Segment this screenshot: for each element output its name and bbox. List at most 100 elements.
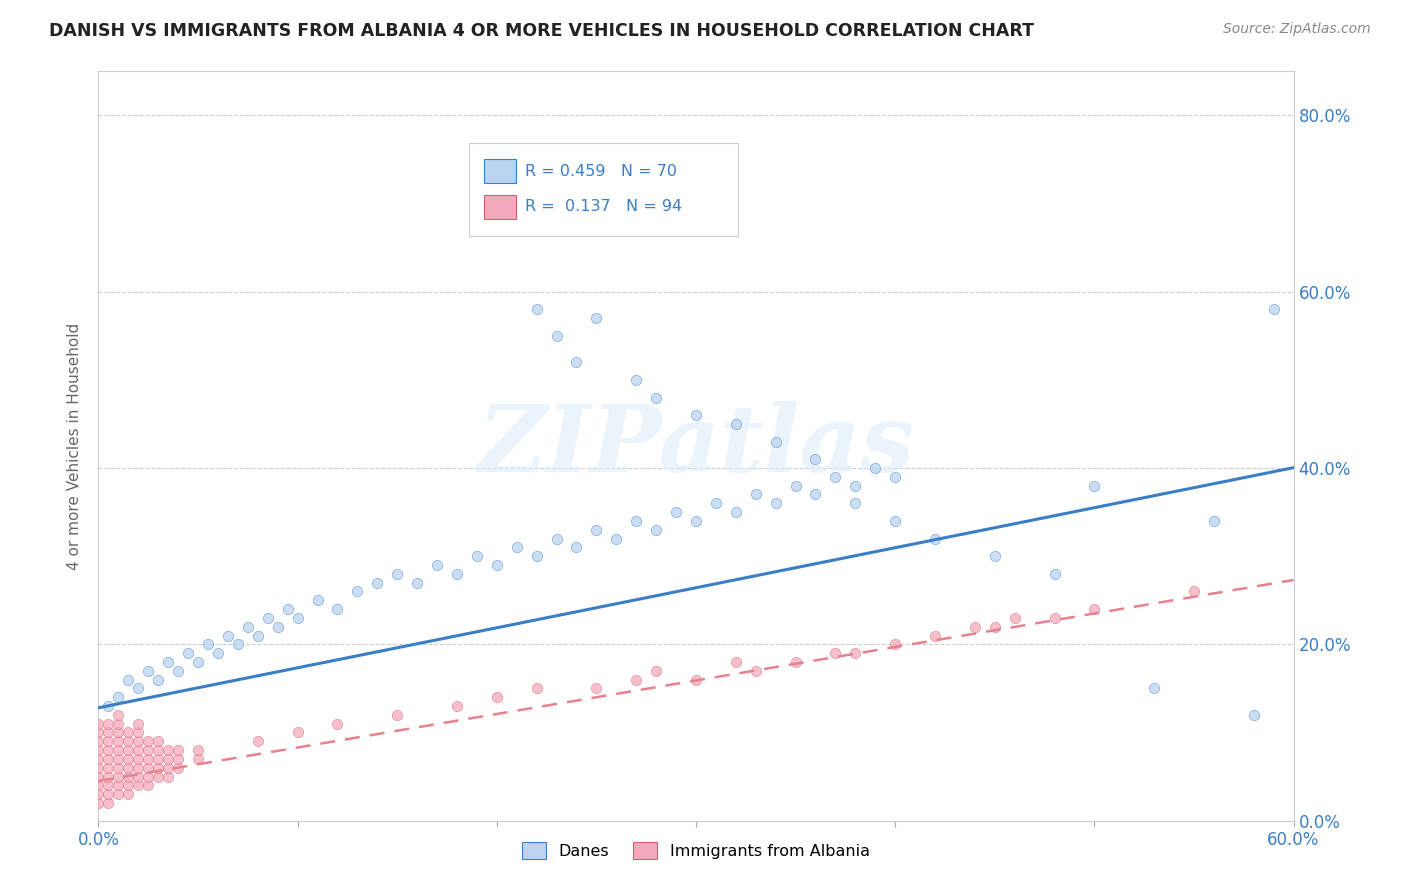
- Point: [217, 628, 239, 642]
- Point: [745, 664, 768, 678]
- Point: [87, 761, 110, 775]
- Point: [107, 725, 129, 739]
- Point: [1043, 611, 1066, 625]
- Point: [127, 761, 149, 775]
- Point: [765, 496, 787, 510]
- Point: [884, 514, 907, 528]
- Point: [844, 496, 866, 510]
- Point: [426, 558, 449, 572]
- Point: [1083, 478, 1105, 492]
- Point: [167, 664, 190, 678]
- Point: [526, 302, 548, 317]
- Point: [626, 673, 648, 687]
- Point: [127, 734, 149, 748]
- Point: [117, 725, 139, 739]
- Point: [136, 664, 159, 678]
- Point: [97, 778, 120, 792]
- Point: [1182, 584, 1205, 599]
- Point: [824, 470, 846, 484]
- Point: [97, 787, 120, 801]
- Text: R = 0.459   N = 70: R = 0.459 N = 70: [524, 163, 678, 178]
- Point: [804, 487, 827, 501]
- Point: [984, 620, 1007, 634]
- Point: [226, 637, 249, 651]
- Point: [97, 770, 120, 784]
- Point: [256, 611, 278, 625]
- Point: [526, 681, 548, 696]
- Point: [117, 752, 139, 766]
- Point: [246, 628, 269, 642]
- Point: [465, 549, 488, 564]
- Point: [127, 743, 149, 757]
- Point: [117, 673, 139, 687]
- Point: [546, 532, 568, 546]
- Point: [685, 673, 707, 687]
- Point: [167, 752, 190, 766]
- FancyBboxPatch shape: [485, 195, 516, 219]
- Point: [136, 778, 159, 792]
- Point: [167, 743, 190, 757]
- Text: R =  0.137   N = 94: R = 0.137 N = 94: [524, 200, 682, 214]
- Point: [626, 373, 648, 387]
- Point: [645, 664, 668, 678]
- Point: [157, 752, 180, 766]
- Point: [97, 725, 120, 739]
- Point: [506, 541, 529, 555]
- Point: [1043, 566, 1066, 581]
- Point: [1202, 514, 1225, 528]
- Point: [246, 734, 269, 748]
- Point: [117, 770, 139, 784]
- Point: [87, 716, 110, 731]
- Point: [1243, 707, 1265, 722]
- Point: [117, 787, 139, 801]
- Point: [136, 743, 159, 757]
- Point: [107, 690, 129, 705]
- Point: [526, 549, 548, 564]
- Point: [107, 752, 129, 766]
- Point: [117, 743, 139, 757]
- Point: [97, 743, 120, 757]
- Point: [406, 575, 429, 590]
- Point: [804, 452, 827, 467]
- Point: [127, 752, 149, 766]
- Point: [485, 690, 508, 705]
- Point: [645, 523, 668, 537]
- Point: [565, 541, 588, 555]
- Point: [326, 602, 349, 616]
- Point: [865, 461, 887, 475]
- Point: [148, 770, 170, 784]
- Point: [724, 655, 747, 669]
- Point: [824, 646, 846, 660]
- Point: [127, 770, 149, 784]
- Point: [97, 752, 120, 766]
- Point: [884, 637, 907, 651]
- Point: [157, 655, 180, 669]
- Point: [665, 505, 688, 519]
- Point: [97, 734, 120, 748]
- Point: [446, 566, 468, 581]
- Point: [117, 778, 139, 792]
- Point: [107, 707, 129, 722]
- Point: [148, 752, 170, 766]
- Point: [87, 743, 110, 757]
- Point: [585, 311, 607, 326]
- Point: [136, 770, 159, 784]
- Point: [724, 505, 747, 519]
- Point: [924, 532, 946, 546]
- Point: [117, 734, 139, 748]
- Point: [924, 628, 946, 642]
- Point: [136, 761, 159, 775]
- Point: [724, 417, 747, 431]
- Point: [844, 478, 866, 492]
- Point: [127, 778, 149, 792]
- Point: [127, 725, 149, 739]
- Point: [207, 646, 229, 660]
- Point: [287, 611, 309, 625]
- Point: [745, 487, 768, 501]
- Point: [984, 549, 1007, 564]
- Point: [97, 796, 120, 810]
- Legend: Danes, Immigrants from Albania: Danes, Immigrants from Albania: [516, 836, 876, 865]
- Point: [626, 514, 648, 528]
- Point: [87, 796, 110, 810]
- Point: [117, 761, 139, 775]
